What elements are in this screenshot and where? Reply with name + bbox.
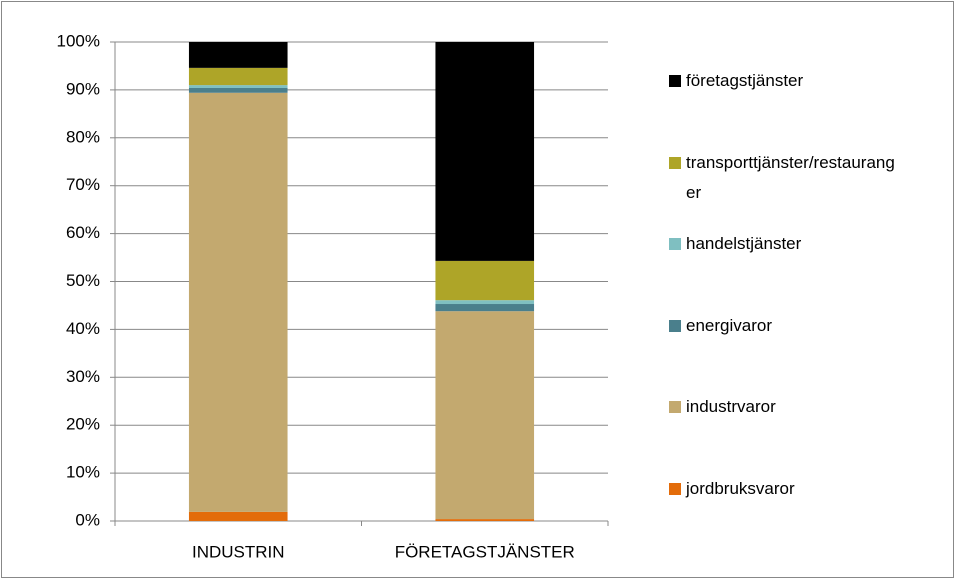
bar-segment [188, 511, 288, 521]
bar-segment [435, 519, 535, 521]
bar-segment [188, 92, 288, 512]
legend-item: företagstjänster [669, 66, 909, 96]
legend-label: jordbruksvaror [686, 478, 795, 498]
x-tick-label: FÖRETAGSTJÄNSTER [395, 542, 575, 561]
legend-item: handelstjänster [669, 229, 909, 259]
legend-item: jordbruksvaror [669, 474, 909, 504]
y-tick-label: 10% [66, 463, 100, 482]
y-tick-label: 70% [66, 175, 100, 194]
y-tick-label: 60% [66, 223, 100, 242]
legend-swatch [669, 482, 681, 495]
x-tick-label: INDUSTRIN [192, 542, 285, 561]
bar-segment [435, 42, 535, 261]
legend-label: handelstjänster [686, 234, 802, 253]
legend-label: transporttjänster/restauranger [686, 152, 895, 202]
legend-swatch [669, 238, 681, 250]
legend-swatch [669, 75, 681, 87]
legend-item: industrvaror [669, 392, 909, 422]
legend-swatch [669, 401, 681, 413]
y-tick-label: 50% [66, 271, 100, 290]
y-tick-label: 20% [66, 415, 100, 434]
bar-segment [435, 304, 535, 312]
bar-segment [188, 42, 288, 68]
bar-segment [435, 260, 535, 301]
y-tick-label: 80% [66, 127, 100, 146]
y-tick-label: 90% [66, 79, 100, 98]
y-tick-label: 0% [75, 510, 100, 529]
legend-item: transporttjänster/restauranger [669, 148, 909, 208]
legend-swatch [669, 156, 681, 169]
bar-segment [188, 87, 288, 93]
legend-item: energivaror [669, 311, 909, 341]
y-tick-label: 40% [66, 319, 100, 338]
legend-label: företagstjänster [686, 71, 804, 90]
legend-label: energivaror [686, 315, 772, 335]
legend-swatch [669, 319, 681, 332]
y-tick-label: 30% [66, 367, 100, 386]
bar-segment [188, 67, 288, 86]
legend-label: industrvaror [686, 397, 776, 416]
bar-segment [435, 300, 535, 305]
bar-segment [435, 311, 535, 520]
y-tick-label: 100% [57, 31, 100, 50]
bar-segment [188, 85, 288, 88]
